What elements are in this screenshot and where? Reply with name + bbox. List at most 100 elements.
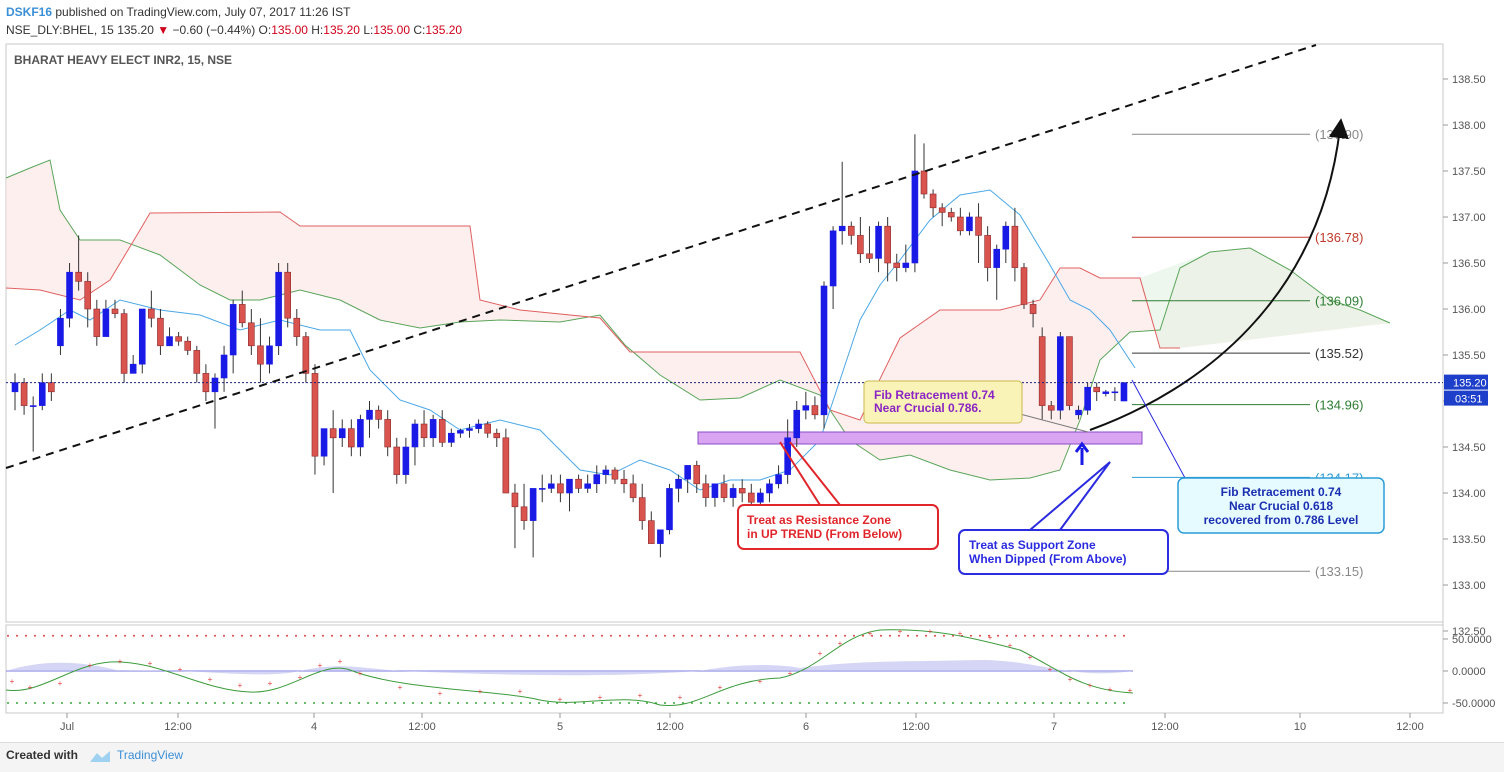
osc-lower-band-dot [106, 702, 108, 704]
fib-level-label: (135.52) [1315, 346, 1363, 361]
osc-upper-band-dot [835, 634, 837, 637]
osc-upper-band-dot [142, 634, 144, 637]
osc-lower-band-dot [484, 702, 486, 704]
osc-upper-band-dot [7, 634, 9, 637]
candle-up [902, 262, 910, 268]
candle-up [129, 363, 137, 374]
osc-lower-band-dot [952, 702, 954, 704]
candle-up [429, 419, 437, 439]
current-price-label: 135.20 [1453, 378, 1487, 390]
osc-upper-band-dot [349, 634, 351, 637]
tradingview-brand[interactable]: TradingView [117, 748, 184, 762]
osc-upper-band-dot [565, 634, 567, 637]
osc-upper-band-dot [1078, 634, 1080, 637]
candle-down [111, 308, 119, 314]
candle-up [1057, 336, 1064, 411]
osc-upper-band-dot [610, 634, 612, 637]
candle-down [920, 170, 928, 195]
osc-upper-band-dot [1033, 634, 1035, 637]
osc-signal-mark: + [28, 683, 33, 692]
osc-lower-band-dot [448, 702, 450, 704]
candle-down [48, 382, 55, 393]
trendline [5, 44, 1317, 469]
osc-upper-band-dot [421, 634, 423, 637]
projection-arrow [1089, 118, 1349, 431]
countdown-label: 03:51 [1455, 394, 1483, 406]
osc-upper-band-dot [691, 634, 693, 637]
support-note-box [958, 529, 1169, 575]
osc-lower-band-dot [628, 702, 630, 704]
osc-lower-band-dot [385, 702, 387, 704]
time-tick-label: Jul [60, 721, 74, 733]
osc-lower-band-dot [916, 702, 918, 704]
osc-upper-band-dot [772, 634, 774, 637]
osc-upper-band-dot [997, 634, 999, 637]
candle-down [520, 506, 528, 521]
candle-up [993, 248, 1001, 268]
price-axis[interactable]: 138.50 138.00 137.50 137.00 136.50 136.00 135.… [6, 74, 1488, 638]
candle-down [1029, 304, 1037, 314]
osc-upper-band-dot [727, 634, 729, 637]
candle-up [38, 382, 46, 406]
osc-signal-mark: + [298, 673, 303, 682]
ohlc-line: NSE_DLY:BHEL, 15 135.20 ▼ −0.60 (−0.44%)… [6, 23, 462, 37]
osc-signal-mark: + [148, 659, 153, 668]
candle-down [384, 419, 391, 448]
candle-up [838, 225, 846, 232]
candle-down [484, 423, 491, 434]
osc-lower-band-dot [151, 702, 153, 704]
price-chart[interactable]: BHARAT HEAVY ELECT INR2, 15, NSE (137.90… [0, 0, 1504, 742]
osc-upper-band-dot [556, 634, 558, 637]
osc-lower-band-dot [934, 702, 936, 704]
osc-upper-band-dot [916, 634, 918, 637]
osc-lower-band-dot [367, 702, 369, 704]
osc-upper-band-dot [115, 634, 117, 637]
osc-lower-band-dot [763, 702, 765, 704]
fib-note2-text: Near Crucial 0.618 [1229, 499, 1333, 513]
candle-down [884, 225, 891, 264]
osc-upper-band-dot [106, 634, 108, 637]
tenkan-line [14, 189, 1136, 491]
osc-lower-band-dot [277, 702, 279, 704]
candle-down [893, 262, 901, 268]
osc-upper-band-dot [601, 634, 603, 637]
candle-up [11, 382, 19, 393]
candle-down [1066, 336, 1073, 406]
candle-down [747, 492, 755, 503]
osc-upper-band-dot [295, 634, 297, 637]
candle-down [438, 419, 446, 443]
osc-upper-band-dot [259, 634, 261, 637]
osc-lower-band-dot [304, 702, 306, 704]
candle-up [1002, 225, 1010, 250]
osc-lower-band-dot [1033, 702, 1035, 704]
fib-levels: (137.90)(136.78)(136.09)(135.52)(134.96)… [1132, 127, 1363, 579]
candle-down [629, 483, 637, 498]
last-price: 135.20 [117, 23, 154, 37]
price-tick-label: 134.00 [1452, 488, 1486, 500]
candle-down [984, 235, 991, 268]
osc-lower-band-dot [520, 702, 522, 704]
candle-down [248, 322, 255, 347]
time-tick-label: 4 [311, 721, 317, 733]
osc-upper-band-dot [538, 634, 540, 637]
time-tick-label: 12:00 [656, 721, 684, 733]
osc-signal-mark: + [958, 629, 963, 638]
open-value: 135.00 [271, 23, 308, 37]
osc-upper-band-dot [178, 634, 180, 637]
time-tick-label: 10 [1294, 721, 1306, 733]
osc-lower-band-dot [718, 702, 720, 704]
low-value: 135.00 [373, 23, 411, 37]
osc-upper-band-dot [592, 634, 594, 637]
osc-upper-band-dot [745, 634, 747, 637]
time-axis[interactable]: Jul 12:00 4 12:00 5 12:00 6 12:00 7 12:00 10 12:00 [60, 713, 1424, 733]
osc-upper-band-dot [43, 634, 45, 637]
candle-up [1084, 386, 1091, 411]
osc-upper-band-dot [430, 634, 432, 637]
publisher-name[interactable]: DSKF16 [6, 5, 53, 19]
candle-down [420, 423, 428, 439]
osc-signal-mark: + [898, 627, 903, 636]
osc-lower-band-dot [394, 702, 396, 704]
candle-up [366, 409, 373, 420]
candle-down [620, 478, 628, 485]
osc-upper-band-dot [16, 634, 18, 637]
